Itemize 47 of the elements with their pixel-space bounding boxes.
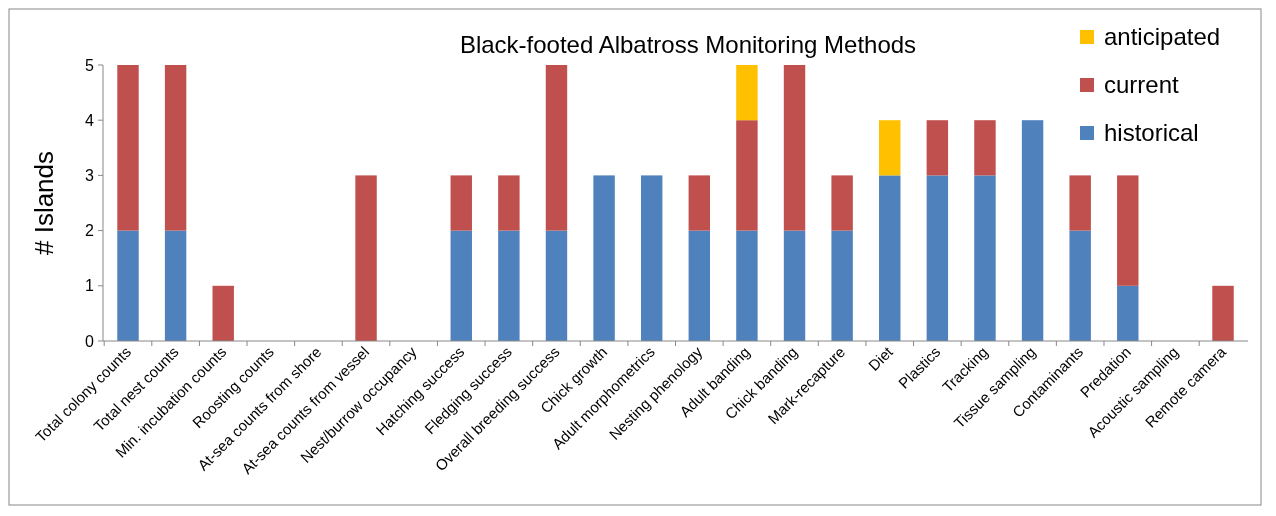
bar <box>688 230 711 341</box>
bar <box>1212 285 1234 341</box>
bar <box>212 285 234 341</box>
legend-label: anticipated <box>1104 23 1221 51</box>
legend-label: historical <box>1104 119 1199 147</box>
bar <box>736 120 758 231</box>
bar <box>831 175 853 231</box>
x-tick-label: Diet <box>864 342 897 374</box>
bar <box>783 65 806 231</box>
bar <box>736 230 758 341</box>
bar <box>1117 285 1139 341</box>
y-tick-label: 0 <box>85 332 95 350</box>
bar <box>545 65 568 231</box>
bar <box>355 175 377 341</box>
chart-title: Black-footed Albatross Monitoring Methods <box>459 31 917 58</box>
bar <box>974 120 996 176</box>
bar <box>1117 175 1139 286</box>
bar <box>736 65 758 121</box>
bar <box>783 230 806 341</box>
bar <box>974 175 996 341</box>
bar <box>1069 175 1091 231</box>
bar <box>164 230 187 341</box>
bar <box>926 120 949 176</box>
bar <box>450 175 472 231</box>
bar <box>450 230 472 341</box>
bar <box>688 175 711 231</box>
y-tick-label: 2 <box>85 222 95 240</box>
bar <box>831 230 853 341</box>
y-tick-label: 3 <box>85 167 95 184</box>
y-tick-label: 5 <box>85 56 95 74</box>
y-tick-label: 4 <box>85 111 95 129</box>
bar <box>926 175 949 341</box>
bar <box>164 65 187 231</box>
legend-label: current <box>1104 71 1180 99</box>
bar <box>879 120 901 176</box>
bar <box>1021 120 1044 341</box>
bar <box>498 175 520 231</box>
bar <box>1069 230 1091 341</box>
bar <box>117 65 139 231</box>
bar <box>545 230 568 341</box>
y-tick-label: 1 <box>85 277 95 295</box>
bar <box>593 175 615 341</box>
bar <box>498 230 520 341</box>
y-axis-title: # Islands <box>29 150 59 256</box>
bar <box>117 230 139 341</box>
bar <box>640 175 663 341</box>
bar <box>879 175 901 341</box>
